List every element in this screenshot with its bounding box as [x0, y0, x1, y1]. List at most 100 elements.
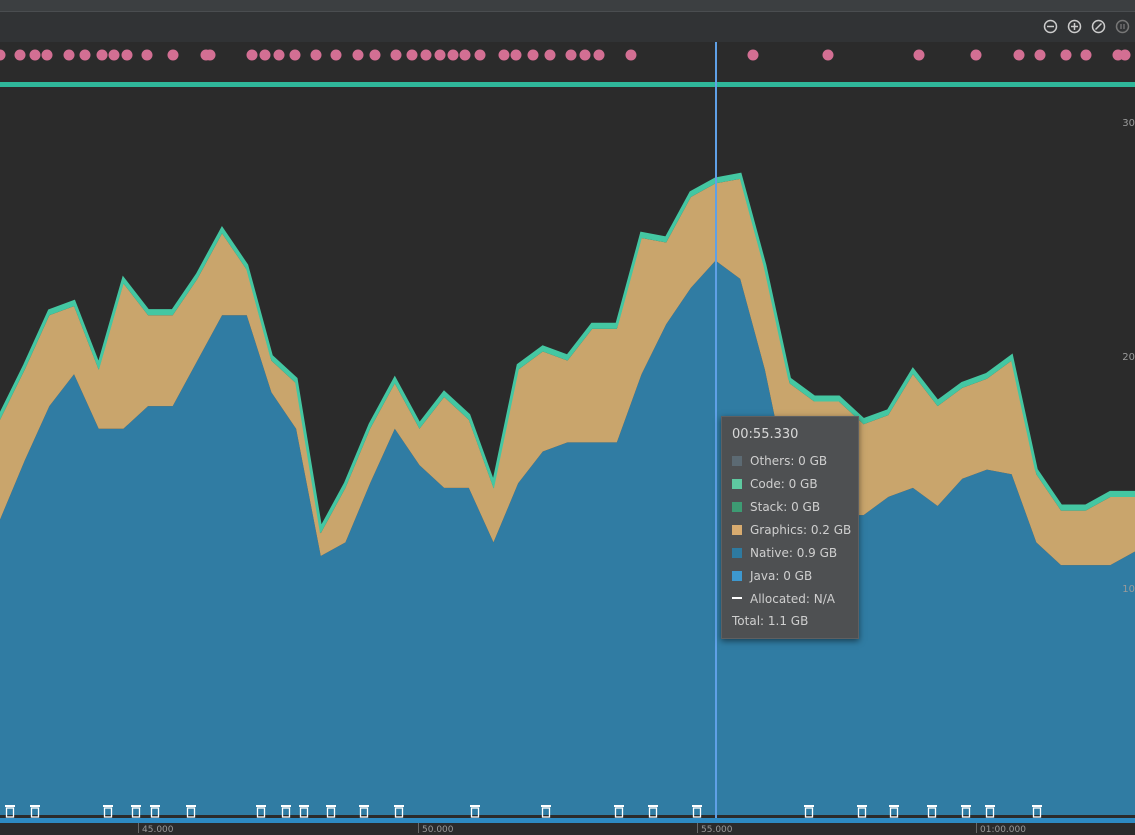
user-event-dot[interactable]	[141, 49, 153, 61]
user-event-dot[interactable]	[79, 49, 91, 61]
user-event-dot[interactable]	[579, 49, 591, 61]
graphics-value: Graphics: 0.2 GB	[750, 523, 852, 537]
user-event-dot[interactable]	[544, 49, 556, 61]
gc-trash-icon[interactable]	[150, 805, 160, 818]
gc-trash-icon[interactable]	[857, 805, 867, 818]
timeline-range-bar[interactable]	[0, 818, 1135, 823]
activity-stage-bar[interactable]	[0, 82, 1135, 87]
gc-trash-icon[interactable]	[103, 805, 113, 818]
user-event-dot[interactable]	[167, 49, 179, 61]
tooltip-row-code: Code: 0 GB	[732, 476, 818, 492]
gc-trash-icon[interactable]	[470, 805, 480, 818]
user-event-dot[interactable]	[459, 49, 471, 61]
zoom-in-button[interactable]	[1067, 19, 1082, 34]
gc-trash-icon[interactable]	[648, 805, 658, 818]
user-event-dot[interactable]	[204, 49, 216, 61]
user-event-dot[interactable]	[1060, 49, 1072, 61]
user-event-dot[interactable]	[273, 49, 285, 61]
reset-zoom-button[interactable]	[1091, 19, 1106, 34]
zoom-out-button[interactable]	[1043, 19, 1058, 34]
gc-trash-icon[interactable]	[804, 805, 814, 818]
java-swatch	[732, 571, 742, 581]
series-line-top	[0, 172, 1135, 534]
gc-trash-icon[interactable]	[359, 805, 369, 818]
gc-trash-icon[interactable]	[281, 805, 291, 818]
gc-trash-icon[interactable]	[299, 805, 309, 818]
user-event-dot[interactable]	[352, 49, 364, 61]
user-event-dot[interactable]	[527, 49, 539, 61]
gc-trash-icon[interactable]	[256, 805, 266, 818]
gc-trash-icon[interactable]	[614, 805, 624, 818]
user-event-dot[interactable]	[390, 49, 402, 61]
gc-trash-icon[interactable]	[394, 805, 404, 818]
user-event-dot[interactable]	[369, 49, 381, 61]
gc-trash-icon[interactable]	[927, 805, 937, 818]
user-event-dot[interactable]	[593, 49, 605, 61]
memory-chart[interactable]: 30 20 10	[0, 88, 1135, 816]
gc-trash-icon[interactable]	[1032, 805, 1042, 818]
gc-trash-icon[interactable]	[186, 805, 196, 818]
tooltip-row-graphics: Graphics: 0.2 GB	[732, 522, 851, 538]
gc-trash-icon[interactable]	[692, 805, 702, 818]
user-event-dot[interactable]	[420, 49, 432, 61]
gc-trash-icon[interactable]	[961, 805, 971, 818]
graphics-swatch	[732, 525, 742, 535]
user-event-dot[interactable]	[913, 49, 925, 61]
user-event-dot[interactable]	[1034, 49, 1046, 61]
gc-trash-icon[interactable]	[541, 805, 551, 818]
gc-trash-icon[interactable]	[5, 805, 15, 818]
gc-trash-icon[interactable]	[889, 805, 899, 818]
gc-trash-icon[interactable]	[985, 805, 995, 818]
timeline-cursor[interactable]	[715, 42, 717, 818]
user-event-dot[interactable]	[1080, 49, 1092, 61]
y-axis-label: 30	[1122, 118, 1135, 129]
user-event-dot[interactable]	[29, 49, 41, 61]
memory-area-chart[interactable]	[0, 88, 1135, 816]
tooltip-row-native: Native: 0.9 GB	[732, 545, 837, 561]
user-event-dot[interactable]	[108, 49, 120, 61]
user-event-dot[interactable]	[1119, 49, 1131, 61]
user-event-dot[interactable]	[474, 49, 486, 61]
y-axis-label: 20	[1122, 352, 1135, 363]
stack-value: Stack: 0 GB	[750, 500, 821, 514]
user-event-dot[interactable]	[434, 49, 446, 61]
gc-trash-icon[interactable]	[30, 805, 40, 818]
user-event-dot[interactable]	[41, 49, 53, 61]
user-event-dot[interactable]	[289, 49, 301, 61]
code-value: Code: 0 GB	[750, 477, 818, 491]
user-event-dot[interactable]	[330, 49, 342, 61]
user-event-dot[interactable]	[0, 49, 6, 61]
others-swatch	[732, 456, 742, 466]
user-event-dot[interactable]	[14, 49, 26, 61]
user-event-dot[interactable]	[565, 49, 577, 61]
user-event-dot[interactable]	[406, 49, 418, 61]
reset-zoom-icon	[1091, 19, 1106, 34]
user-event-dot[interactable]	[121, 49, 133, 61]
user-event-dot[interactable]	[498, 49, 510, 61]
user-event-dot[interactable]	[970, 49, 982, 61]
user-event-dot[interactable]	[63, 49, 75, 61]
tooltip-total: Total: 1.1 GB	[732, 614, 809, 628]
user-event-dot[interactable]	[259, 49, 271, 61]
user-event-dot[interactable]	[822, 49, 834, 61]
y-axis-label: 10	[1122, 584, 1135, 595]
gc-trash-icon[interactable]	[131, 805, 141, 818]
user-event-dot[interactable]	[625, 49, 637, 61]
zoom-in-icon	[1067, 19, 1082, 34]
gc-trash-icon[interactable]	[326, 805, 336, 818]
native-swatch	[732, 548, 742, 558]
user-event-dot[interactable]	[1013, 49, 1025, 61]
gc-events-lane[interactable]	[0, 800, 1135, 820]
user-event-dot[interactable]	[96, 49, 108, 61]
user-event-dot[interactable]	[447, 49, 459, 61]
area-native	[0, 260, 1135, 816]
user-event-dot[interactable]	[747, 49, 759, 61]
time-tick	[697, 823, 698, 833]
user-events-lane[interactable]	[0, 42, 1135, 80]
stack-swatch	[732, 502, 742, 512]
user-event-dot[interactable]	[510, 49, 522, 61]
live-button[interactable]	[1115, 19, 1130, 34]
user-event-dot[interactable]	[310, 49, 322, 61]
pause-live-icon	[1115, 19, 1130, 34]
user-event-dot[interactable]	[246, 49, 258, 61]
